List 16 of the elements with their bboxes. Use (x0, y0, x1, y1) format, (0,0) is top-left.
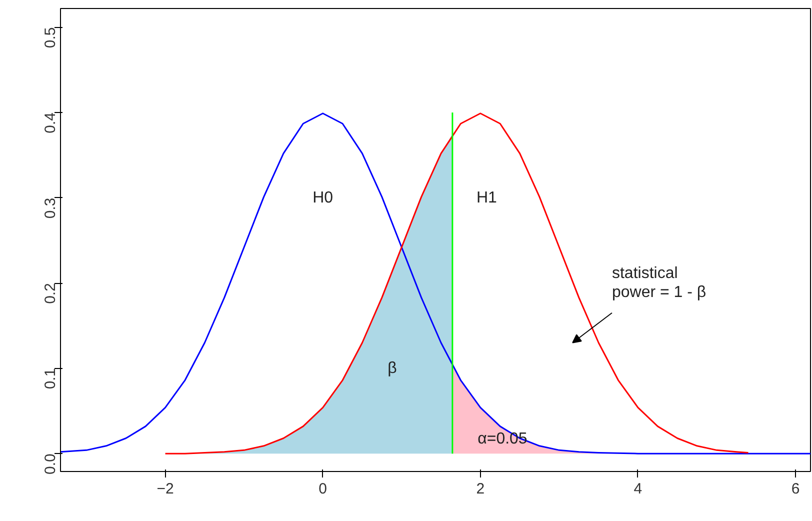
y-tick-label: 0.4 (42, 112, 59, 134)
x-tick-label: 2 (476, 480, 485, 498)
y-tick-label: 0.0 (42, 454, 59, 474)
x-tick-label: 6 (791, 480, 800, 498)
annotation: H0 (312, 189, 334, 206)
y-tick-label: 0.5 (42, 27, 59, 48)
x-tick-label: −2 (156, 480, 174, 498)
annotation: statistical power = 1 - β (612, 265, 706, 301)
y-tick-label: 0.3 (42, 198, 59, 219)
annotation: H1 (476, 189, 498, 206)
x-tick-label: 0 (318, 480, 328, 498)
y-tick-label: 0.2 (42, 283, 59, 304)
annotation: β (388, 360, 397, 377)
x-tick-label: 4 (634, 480, 642, 498)
y-tick-label: 0.1 (42, 368, 59, 390)
annotation: α=0.05 (478, 430, 528, 448)
